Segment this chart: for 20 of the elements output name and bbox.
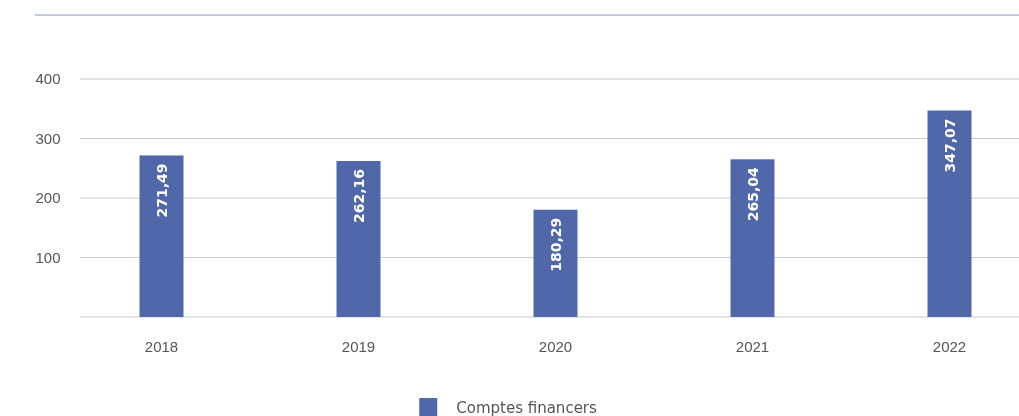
x-tick-label: 2021: [735, 337, 770, 355]
x-tick-label: 2019: [341, 337, 376, 355]
bar: [336, 161, 381, 317]
y-tick-label: 100: [35, 248, 61, 266]
text: 265,04: [744, 167, 761, 222]
y-tick-label: 400: [35, 70, 61, 88]
text: 271,49: [153, 163, 170, 218]
y-tick-label: 200: [35, 189, 61, 207]
text: 262,16: [350, 169, 367, 224]
bar: [139, 155, 184, 317]
x-tick-label: 2018: [144, 337, 179, 355]
text: 180,29: [547, 217, 564, 272]
y-tick-label: 300: [35, 129, 61, 147]
bar: [730, 159, 775, 317]
text: 347,07: [941, 118, 958, 173]
bar: [927, 110, 972, 317]
legend-label: Comptes financers: [456, 399, 598, 416]
bar: [533, 209, 578, 317]
x-tick-label: 2020: [538, 337, 573, 355]
x-tick-label: 2022: [932, 337, 967, 355]
